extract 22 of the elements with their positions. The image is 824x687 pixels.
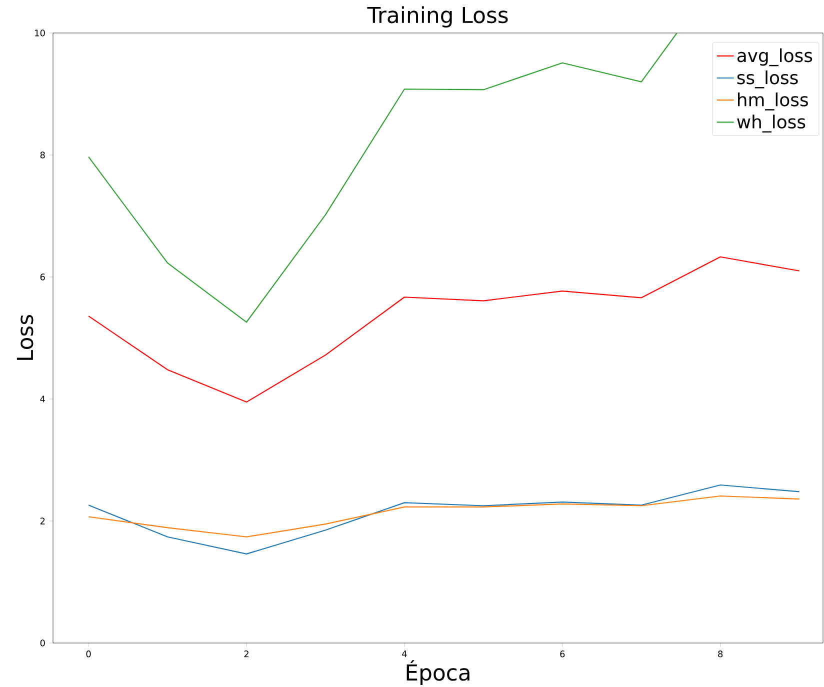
y-tick-label: 2 <box>40 518 45 524</box>
line-series <box>88 495 800 538</box>
legend-label: avg_loss <box>737 48 812 66</box>
line-series <box>88 32 678 323</box>
x-tick-label: 2 <box>244 650 248 658</box>
x-tick-label: 6 <box>560 650 565 658</box>
legend-label: wh_loss <box>737 114 806 133</box>
legend-label: ss_loss <box>737 70 798 88</box>
x-axis-title: Época <box>406 660 470 686</box>
y-tick-label: 0 <box>40 640 45 646</box>
x-tick-label: 0 <box>86 650 91 658</box>
y-tick-label: 10 <box>35 30 45 36</box>
line-series <box>88 256 800 403</box>
legend-label: hm_loss <box>738 92 808 110</box>
y-tick-label: 4 <box>40 396 45 402</box>
y-tick-label: 6 <box>40 274 45 280</box>
line-series <box>88 484 800 554</box>
y-axis-title: Loss <box>16 315 34 360</box>
x-tick-label: 4 <box>402 650 407 658</box>
y-tick-label: 8 <box>40 152 45 158</box>
x-tick-label: 8 <box>718 650 723 658</box>
chart-title: Training Loss <box>367 6 508 28</box>
